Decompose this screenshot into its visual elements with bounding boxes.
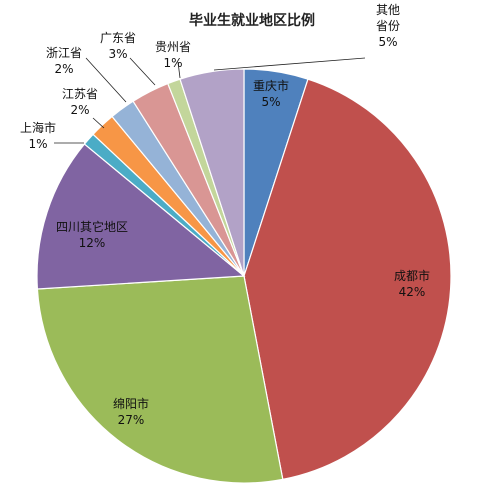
slice-label: 江苏省 2% xyxy=(62,87,98,117)
pie-slices xyxy=(36,68,452,483)
leader-line xyxy=(129,57,156,86)
slice-label: 广东省 3% xyxy=(100,31,136,61)
slice-label: 重庆市 5% xyxy=(253,78,289,109)
leader-lines xyxy=(54,57,366,144)
slice-label: 其他省份 5% xyxy=(376,3,400,49)
pie-slice xyxy=(36,275,284,483)
slice-label: 四川其它地区 12% xyxy=(56,219,128,250)
pie-slice xyxy=(243,78,452,481)
chart-title: 毕业生就业地区比例 xyxy=(189,12,315,29)
leader-line xyxy=(177,61,181,79)
slice-labels: 重庆市 5% 成都市 42% 绵阳市 27% 四川其它地区 12% 上海市 1%江苏省 2% 浙江省 2… xyxy=(20,3,430,427)
slice-label: 成都市 42% xyxy=(394,268,430,299)
slice-label: 浙江省 2% xyxy=(46,46,82,76)
leader-line xyxy=(85,57,127,103)
slice-label: 绵阳市 27% xyxy=(113,396,149,427)
slice-label: 贵州省 1% xyxy=(155,40,191,70)
slice-label: 上海市 1% xyxy=(20,120,56,151)
leader-line xyxy=(92,117,105,129)
leader-line xyxy=(213,57,366,71)
pie-slice xyxy=(36,143,246,290)
pie-slice xyxy=(179,68,245,277)
